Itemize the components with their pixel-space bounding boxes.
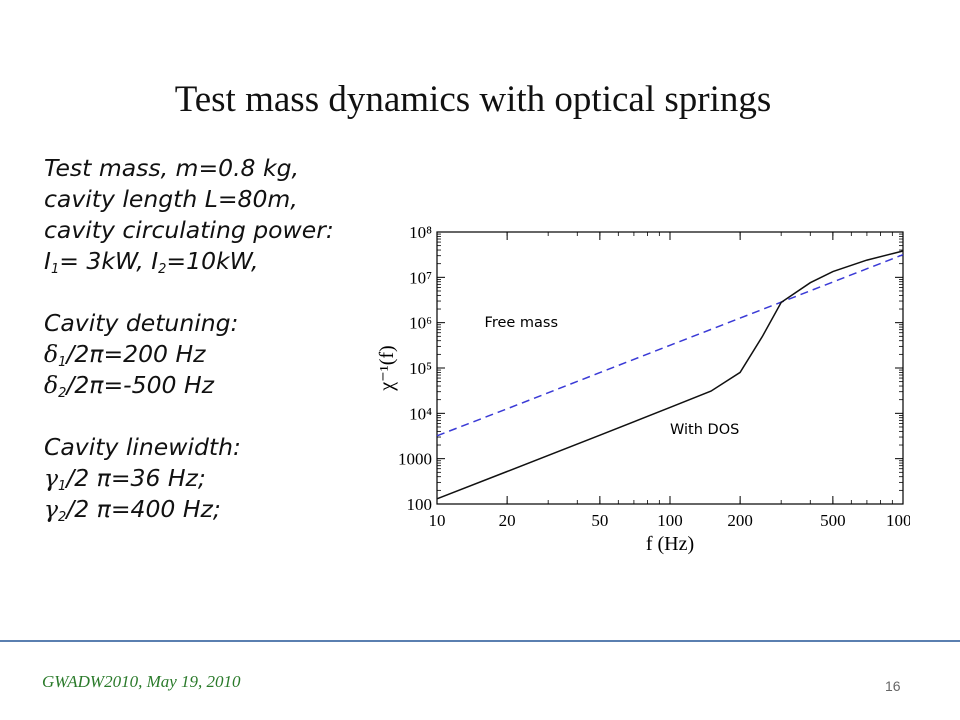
detuning-2: δ2/2π=-500 Hz xyxy=(44,370,334,401)
power-subscript-2: 2 xyxy=(158,262,167,277)
y-axis-title: χ⁻¹(f) xyxy=(376,345,398,391)
slide-title: Test mass dynamics with optical springs xyxy=(174,79,772,120)
gamma-subscript-1: 1 xyxy=(58,479,67,494)
spacer xyxy=(44,277,334,308)
y-tick-label: 10⁴ xyxy=(409,404,432,423)
y-tick-label: 10⁸ xyxy=(409,223,432,242)
series-annotation-0: Free mass xyxy=(485,315,558,331)
power-value-1: = 3kW, xyxy=(59,247,152,275)
delta-subscript-2: 2 xyxy=(58,386,67,401)
x-tick-label: 20 xyxy=(499,511,516,530)
length-line: cavity length L=80m, xyxy=(44,185,298,213)
x-tick-label: 200 xyxy=(727,511,753,530)
page-number: 16 xyxy=(885,678,901,694)
power-symbol-2: I xyxy=(151,247,159,275)
delta-symbol: δ xyxy=(44,340,59,368)
x-tick-label: 500 xyxy=(820,511,846,530)
footer-conference: GWADW2010, May 19, 2010 xyxy=(42,672,241,691)
y-tick-label: 1000 xyxy=(398,450,432,469)
series-annotation-1: With DOS xyxy=(670,422,739,438)
y-tick-label: 100 xyxy=(407,495,433,514)
power-symbol-1: I xyxy=(44,247,51,275)
series-line-0 xyxy=(436,254,904,437)
x-tick-label: 10 xyxy=(429,511,446,530)
gamma-symbol: γ xyxy=(44,464,59,492)
linewidth-heading: Cavity linewidth: xyxy=(44,433,241,461)
detuning-value-1: /2π=200 Hz xyxy=(66,340,206,368)
linewidth-value-1: /2 π=36 Hz; xyxy=(66,464,206,492)
detuning-1: δ1/2π=200 Hz xyxy=(44,339,334,370)
gamma-symbol: γ xyxy=(44,495,59,523)
x-tick-label: 1000 xyxy=(886,511,910,530)
delta-symbol: δ xyxy=(44,371,59,399)
gamma-subscript-2: 2 xyxy=(58,510,67,525)
x-tick-label: 50 xyxy=(591,511,608,530)
parameter-list: Test mass, m=0.8 kg, cavity length L=80m… xyxy=(44,153,334,525)
linewidth-value-2: /2 π=400 Hz; xyxy=(66,495,221,523)
log-log-chart: 10 20 50 100 200 500 1000 100 1000 10⁴ 10⁵ 10⁶ 10⁷ 10… xyxy=(376,223,910,555)
linewidth-1: γ1/2 π=36 Hz; xyxy=(44,463,334,494)
x-tick-label: 100 xyxy=(657,511,683,530)
x-axis-title: f (Hz) xyxy=(646,533,694,555)
delta-subscript-1: 1 xyxy=(58,355,67,370)
detuning-value-2: /2π=-500 Hz xyxy=(66,371,214,399)
power-heading: cavity circulating power: xyxy=(44,216,334,244)
y-tick-label: 10⁷ xyxy=(409,268,432,287)
spacer xyxy=(44,401,334,432)
series-line-1 xyxy=(436,250,904,500)
detuning-heading: Cavity detuning: xyxy=(44,309,239,337)
mass-line: Test mass, m=0.8 kg, xyxy=(44,154,299,182)
power-value-2: =10kW, xyxy=(166,247,259,275)
plot-frame xyxy=(436,231,904,505)
y-tick-label: 10⁵ xyxy=(409,359,432,378)
footer-divider xyxy=(0,640,960,642)
power-values: I1= 3kW, I2=10kW, xyxy=(44,246,334,277)
linewidth-2: γ2/2 π=400 Hz; xyxy=(44,494,334,525)
y-tick-label: 10⁶ xyxy=(409,314,432,333)
power-subscript-1: 1 xyxy=(50,262,60,277)
